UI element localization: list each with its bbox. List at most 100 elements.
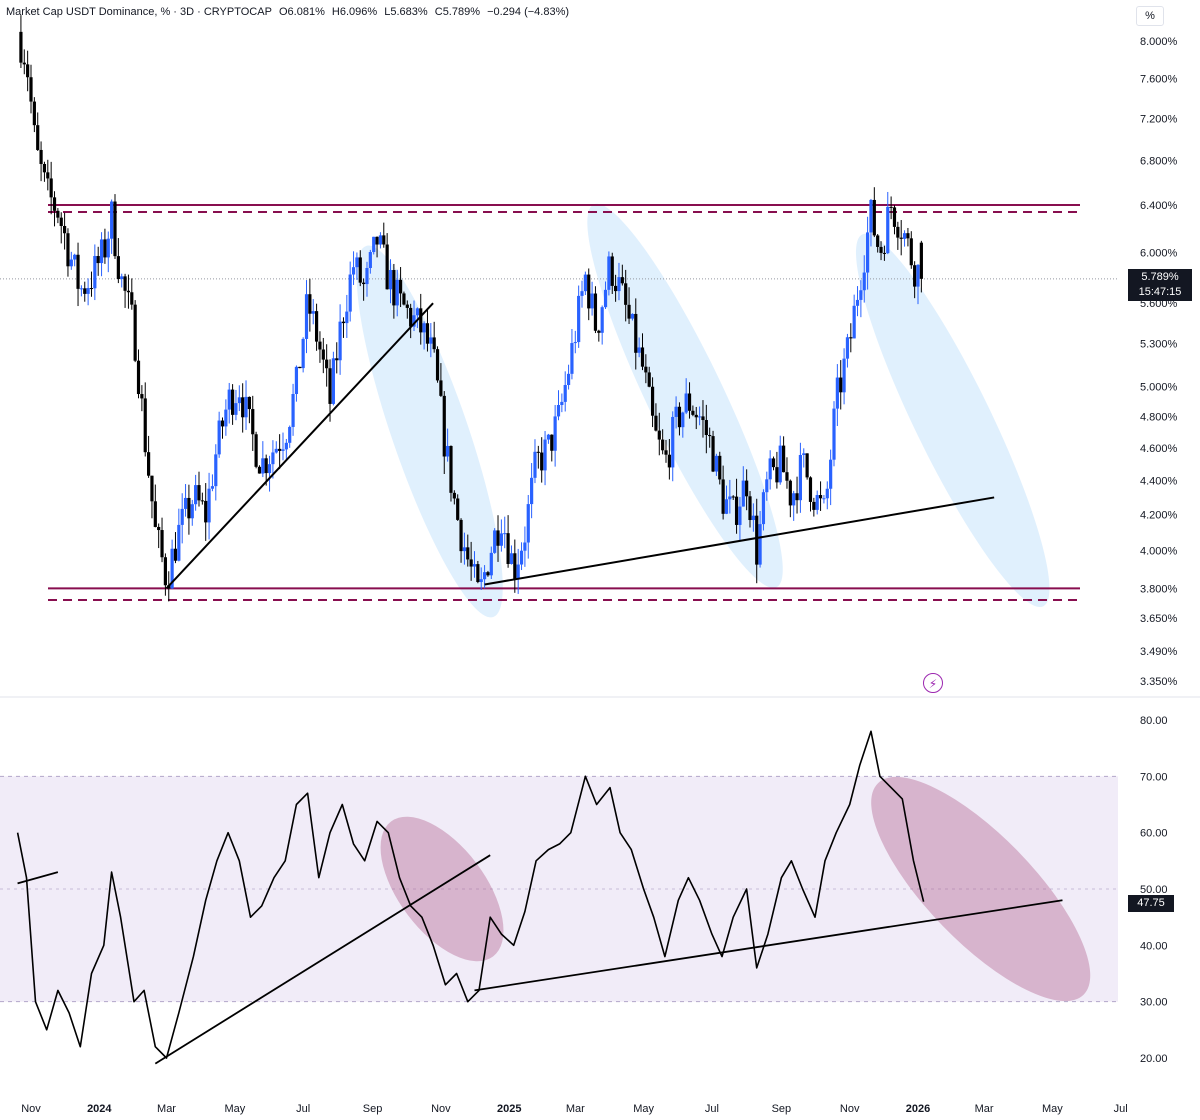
- candle-down: [89, 288, 94, 290]
- candle-up: [859, 290, 863, 300]
- candle-down: [130, 292, 134, 305]
- candle-up: [600, 307, 604, 333]
- candle-up: [214, 454, 218, 487]
- candle-up: [234, 403, 238, 415]
- candle-down: [667, 454, 671, 468]
- time-axis-tick-label: Mar: [566, 1103, 585, 1115]
- time-axis-tick-label: Jul: [1114, 1103, 1128, 1115]
- candle-up: [681, 412, 685, 428]
- candle-down: [839, 377, 843, 393]
- candle-down: [634, 313, 638, 353]
- symbol-header[interactable]: Market Cap USDT Dominance, % · 3D · CRYP…: [6, 6, 573, 18]
- candle-down: [899, 237, 903, 239]
- candle-up: [519, 550, 524, 565]
- candle-down: [597, 330, 601, 333]
- time-axis-tick-label: Nov: [840, 1103, 860, 1115]
- oscillator-projection-ellipse[interactable]: [357, 796, 528, 983]
- candle-up: [509, 553, 514, 564]
- candle-up: [566, 373, 571, 386]
- candle-down: [459, 519, 463, 552]
- candle-up: [570, 343, 574, 374]
- candle-up: [110, 201, 114, 239]
- candle-down: [375, 236, 379, 245]
- candle-down: [587, 274, 591, 309]
- time-axis-tick-label: May: [1042, 1103, 1063, 1115]
- price-axis-tick-label: 3.350%: [1140, 676, 1178, 688]
- candle-down: [718, 455, 722, 480]
- candle-down: [627, 304, 631, 319]
- candle-down: [795, 493, 799, 501]
- ohlc-low: L5.683%: [384, 6, 428, 18]
- candle-down: [26, 64, 30, 78]
- candle-down: [785, 472, 789, 481]
- oscillator-trend-line[interactable]: [17, 871, 59, 885]
- candle-down: [32, 101, 36, 126]
- price-trend-line[interactable]: [484, 496, 995, 586]
- time-axis-tick-label: Mar: [975, 1103, 994, 1115]
- oscillator-trend-line[interactable]: [154, 854, 491, 1065]
- candle-up: [291, 394, 295, 427]
- candle-down: [140, 394, 144, 399]
- candle-down: [341, 321, 346, 324]
- price-axis-tick-label: 7.600%: [1140, 74, 1178, 86]
- candle-down: [153, 501, 157, 527]
- candle-down: [241, 397, 245, 418]
- candle-up: [852, 305, 856, 339]
- candle-down: [644, 366, 648, 373]
- candle-down: [624, 283, 628, 305]
- candle-up: [829, 459, 833, 489]
- last-price-label: 5.789% 15:47:15: [1128, 269, 1192, 301]
- candle-down: [677, 406, 682, 428]
- candle-down: [892, 207, 897, 227]
- oscillator-trend-line[interactable]: [474, 899, 1063, 992]
- bar-countdown: 15:47:15: [1138, 286, 1182, 298]
- candle-up: [79, 288, 83, 290]
- candle-up: [866, 232, 870, 273]
- candle-down: [29, 77, 33, 102]
- candle-down: [650, 386, 655, 416]
- price-axis-tick-label: 7.200%: [1140, 113, 1178, 125]
- candle-up: [630, 313, 635, 319]
- price-trend-line[interactable]: [165, 302, 434, 590]
- candle-down: [76, 254, 80, 289]
- percent-scale-button[interactable]: %: [1136, 6, 1164, 26]
- candle-down: [113, 201, 117, 257]
- candle-down: [771, 458, 776, 468]
- candle-down: [614, 285, 618, 292]
- candle-down: [278, 448, 282, 451]
- candle-down: [321, 349, 325, 360]
- oscillator-series-line[interactable]: [16, 730, 925, 1059]
- candle-down: [913, 265, 917, 287]
- projection-ellipse[interactable]: [330, 234, 529, 630]
- candle-down: [62, 225, 67, 234]
- candle-up: [503, 533, 507, 535]
- candle-down: [711, 436, 715, 472]
- candle-down: [254, 434, 258, 467]
- candle-down: [788, 480, 792, 506]
- candle-up: [86, 288, 90, 294]
- candle-down: [187, 497, 191, 519]
- oscillator-projection-ellipse[interactable]: [840, 746, 1121, 1031]
- candle-up: [560, 401, 564, 406]
- candle-up: [177, 524, 181, 561]
- time-axis-tick-label: May: [633, 1103, 654, 1115]
- candle-up: [855, 299, 860, 306]
- candle-up: [194, 485, 198, 505]
- candle-up: [724, 499, 729, 514]
- lightning-icon[interactable]: ⚡: [923, 673, 943, 693]
- time-axis-tick-label: Jul: [296, 1103, 310, 1115]
- candle-up: [553, 416, 557, 451]
- candle-up: [338, 321, 342, 361]
- candle-up: [489, 552, 493, 576]
- candle-up: [472, 564, 477, 567]
- candle-up: [741, 480, 745, 507]
- candle-up: [778, 445, 782, 483]
- candle-up: [516, 564, 520, 579]
- candle-down: [123, 276, 127, 291]
- candle-up: [378, 235, 383, 245]
- oscillator-axis-tick-label: 30.00: [1140, 997, 1168, 1009]
- projection-ellipse[interactable]: [828, 218, 1077, 623]
- candle-down: [661, 439, 665, 451]
- candle-down: [251, 409, 255, 435]
